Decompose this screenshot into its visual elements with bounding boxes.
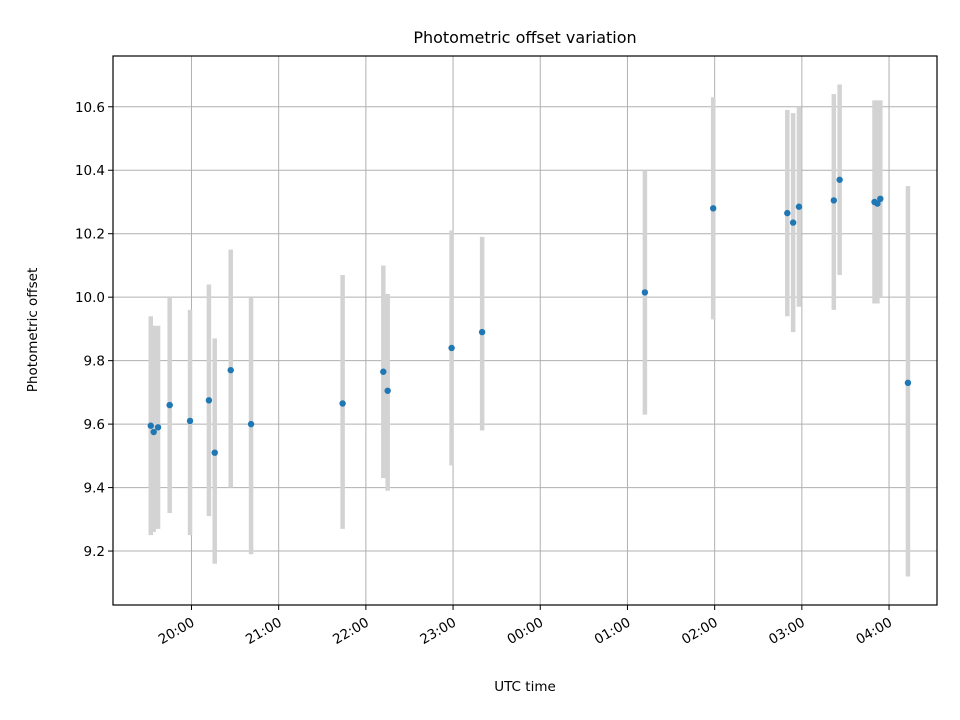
y-tick-label: 9.8 — [84, 354, 105, 370]
data-point — [836, 176, 843, 183]
chart-title: Photometric offset variation — [413, 28, 636, 47]
data-point — [904, 379, 912, 387]
data-point — [150, 428, 157, 436]
data-point — [384, 387, 391, 394]
data-point — [205, 397, 213, 404]
data-point — [154, 424, 162, 431]
y-tick-label: 10.4 — [75, 163, 105, 179]
x-axis-label: UTC time — [494, 679, 556, 695]
data-point — [339, 400, 346, 407]
data-point — [709, 205, 717, 212]
data-point — [795, 203, 803, 210]
data-point — [166, 401, 173, 409]
data-point — [227, 366, 234, 374]
data-point — [874, 200, 881, 207]
y-tick-label: 9.2 — [84, 544, 105, 560]
plot-area-frame — [112, 55, 938, 606]
data-point — [380, 368, 387, 375]
data-point — [186, 417, 194, 425]
grid — [113, 56, 937, 605]
data-point — [784, 209, 791, 217]
y-tick-label: 10.6 — [75, 100, 105, 116]
data-point — [789, 219, 797, 226]
y-tick-label: 10.0 — [75, 290, 105, 306]
y-tick-label: 9.4 — [84, 481, 105, 497]
data-points — [147, 176, 912, 456]
y-axis-label: Photometric offset — [25, 268, 41, 392]
data-point — [211, 449, 218, 456]
data-point — [830, 197, 838, 204]
data-point — [147, 422, 154, 429]
y-tick-label: 10.2 — [75, 227, 105, 243]
data-point — [247, 420, 255, 428]
y-axis-ticks: 9.2 9.4 9.6 9.8 10.0 10.2 10.4 10.6 — [75, 100, 113, 560]
data-point — [641, 289, 649, 296]
y-tick-label: 9.6 — [84, 417, 105, 433]
data-point — [877, 195, 884, 203]
data-point — [478, 328, 486, 336]
data-point — [448, 344, 455, 352]
